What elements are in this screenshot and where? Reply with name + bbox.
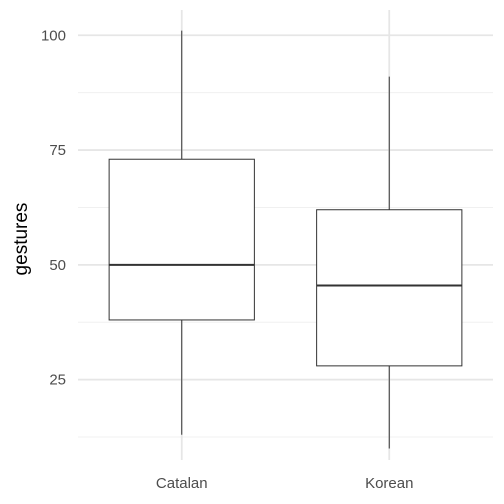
y-axis-title: gestures	[11, 203, 32, 276]
x-axis-ticks: Catalan Korean	[156, 475, 414, 492]
iqr-box	[316, 209, 463, 367]
y-tick-label: 25	[49, 372, 66, 389]
y-tick-label: 75	[49, 142, 66, 159]
x-tick-label: Korean	[365, 475, 413, 492]
x-tick-label: Catalan	[156, 475, 208, 492]
box-korean	[316, 76, 463, 449]
iqr-box	[108, 158, 255, 321]
y-tick-label: 50	[49, 257, 66, 274]
boxes-layer	[108, 30, 463, 449]
box-catalan	[108, 30, 255, 435]
y-axis-ticks: 25 50 75 100	[41, 27, 66, 388]
y-tick-label: 100	[41, 27, 66, 44]
